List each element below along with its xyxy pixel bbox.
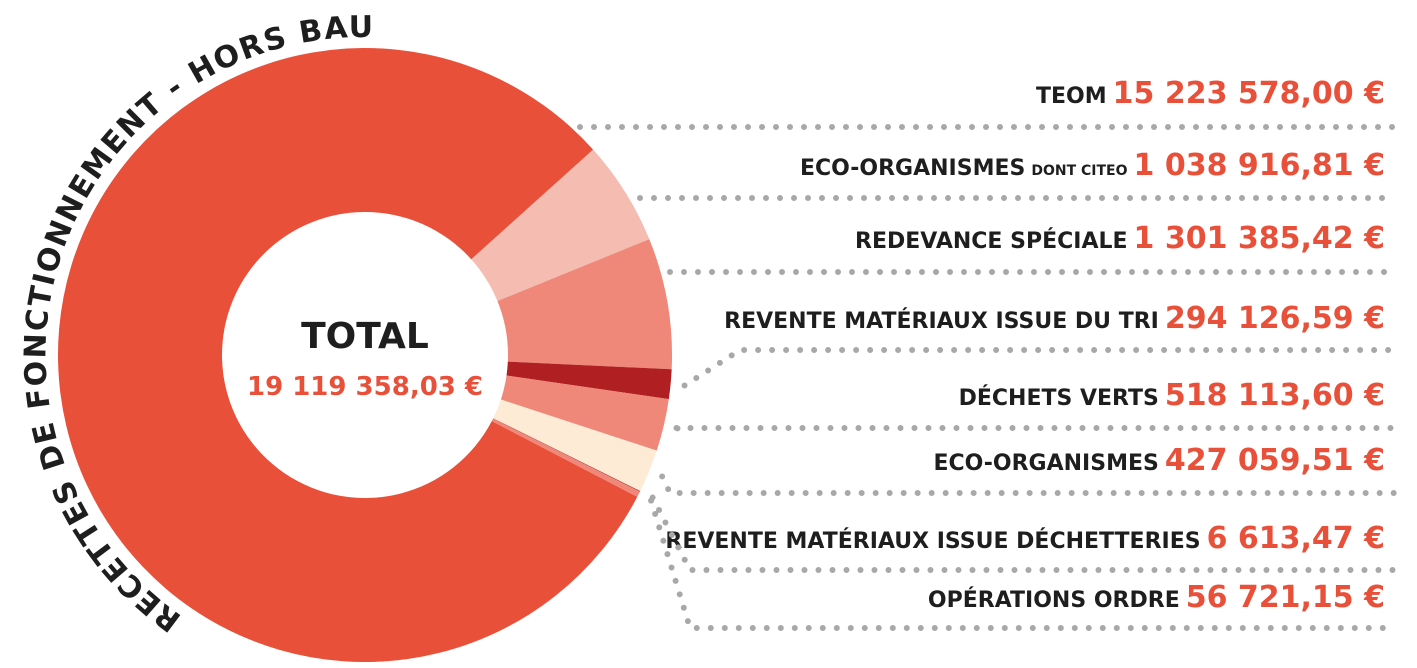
leader-line	[648, 497, 1398, 631]
slice	[506, 361, 672, 400]
slice	[57, 47, 638, 662]
legend-entry: REDEVANCE SPÉCIALE 1 301 385,42 €	[855, 221, 1385, 256]
legend-value: 1 301 385,42 €	[1134, 221, 1385, 256]
leader-line	[681, 347, 1398, 389]
slice	[471, 149, 650, 302]
legend-value: 294 126,59 €	[1165, 301, 1385, 336]
legend-entry: REVENTE MATÉRIAUX ISSUE DU TRI 294 126,59…	[724, 301, 1385, 336]
legend-label: OPÉRATIONS ORDRE	[928, 587, 1180, 613]
legend-entry: ECO-ORGANISMES 427 059,51 €	[933, 443, 1385, 478]
leader-line	[659, 473, 1398, 496]
slice	[497, 239, 672, 370]
legend-entry: REVENTE MATÉRIAUX ISSUE DÉCHETTERIES 6 61…	[665, 521, 1385, 556]
legend-label: DÉCHETS VERTS	[959, 385, 1159, 411]
legend-value: 518 113,60 €	[1165, 378, 1385, 413]
legend-label: REDEVANCE SPÉCIALE	[855, 228, 1127, 254]
legend-label: ECO-ORGANISMES	[800, 156, 1025, 181]
legend-entry: OPÉRATIONS ORDRE 56 721,15 €	[928, 580, 1385, 615]
legend-label: REVENTE MATÉRIAUX ISSUE DÉCHETTERIES	[665, 528, 1200, 554]
legend-value: 6 613,47 €	[1207, 521, 1385, 556]
center-label: TOTAL	[301, 316, 429, 357]
total-label: 19 119 358,03 €	[247, 372, 483, 402]
legend-entry: DÉCHETS VERTS 518 113,60 €	[959, 378, 1385, 413]
legend-entry: TEOM 15 223 578,00 €	[1036, 76, 1385, 111]
legend-note: DONT CITEO	[1031, 163, 1127, 179]
slice	[500, 375, 669, 451]
legend-label: TEOM	[1036, 84, 1107, 109]
legend-entry: ECO-ORGANISMES DONT CITEO 1 038 916,81 €	[800, 148, 1385, 183]
legend-value: 427 059,51 €	[1165, 443, 1385, 478]
slice	[493, 399, 657, 492]
leader-line	[649, 494, 1398, 573]
slice	[493, 418, 641, 492]
legend-label: ECO-ORGANISMES	[933, 451, 1158, 476]
legend-value: 56 721,15 €	[1186, 580, 1385, 615]
legend-value: 15 223 578,00 €	[1113, 76, 1385, 111]
legend-label: REVENTE MATÉRIAUX ISSUE DU TRI	[724, 308, 1159, 334]
slice	[491, 418, 640, 497]
legend-value: 1 038 916,81 €	[1134, 148, 1385, 183]
